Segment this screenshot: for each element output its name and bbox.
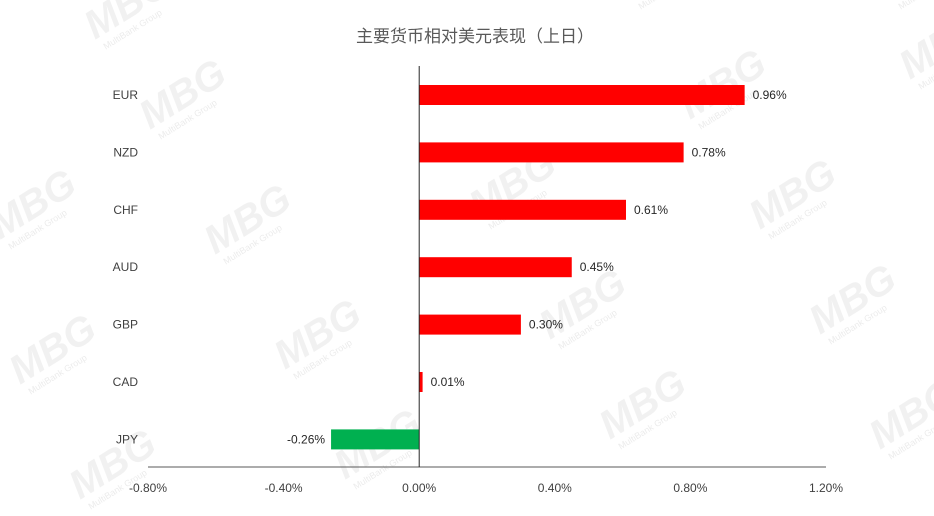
category-label-jpy: JPY: [116, 432, 138, 446]
watermark-logo: MBG: [861, 371, 934, 458]
axes: [148, 66, 826, 468]
bar-eur: [419, 85, 745, 105]
data-label-aud: 0.45%: [580, 260, 614, 274]
x-tick-label: 0.00%: [402, 481, 436, 495]
data-label-jpy: -0.26%: [287, 432, 325, 446]
bar-nzd: [419, 142, 684, 163]
category-label-nzd: NZD: [113, 145, 138, 159]
watermark-logo: MBG: [0, 161, 84, 248]
chart-title: 主要货币相对美元表现（上日）: [356, 27, 594, 47]
watermark-logo: MBG: [76, 0, 178, 48]
x-tick-label: -0.80%: [129, 481, 167, 495]
x-tick-label: -0.40%: [265, 481, 303, 495]
watermark-logo: MBG: [611, 0, 713, 8]
category-label-aud: AUD: [113, 260, 139, 274]
bars: [331, 85, 745, 450]
category-label-gbp: GBP: [113, 318, 138, 332]
bar-aud: [419, 257, 572, 278]
data-label-eur: 0.96%: [753, 88, 787, 102]
data-label-cad: 0.01%: [431, 375, 465, 389]
data-labels: 0.96% 0.78% 0.61% 0.45% 0.30% 0.01% -0.26%: [287, 88, 787, 446]
data-label-chf: 0.61%: [634, 203, 668, 217]
data-label-nzd: 0.78%: [692, 145, 726, 159]
watermark-subtext: MultiBank Group: [637, 0, 699, 11]
category-label-chf: CHF: [113, 203, 138, 217]
category-label-cad: CAD: [113, 375, 139, 389]
category-labels: EUR NZD CHF AUD GBP CAD JPY: [113, 88, 139, 446]
bar-gbp: [419, 314, 521, 335]
x-tick-label: 1.20%: [809, 481, 843, 495]
data-label-gbp: 0.30%: [529, 318, 563, 332]
category-label-eur: EUR: [113, 88, 139, 102]
x-tick-label: 0.40%: [538, 481, 572, 495]
watermark-subtext: MultiBank Group: [897, 0, 934, 11]
watermark-logo: MBG: [891, 1, 934, 88]
bar-jpy: [331, 429, 420, 450]
x-tick-label: 0.80%: [673, 481, 707, 495]
bar-cad: [419, 372, 423, 392]
tick-labels: -0.80% -0.40% 0.00% 0.40% 0.80% 1.20%: [129, 481, 843, 495]
bar-chf: [419, 199, 626, 220]
